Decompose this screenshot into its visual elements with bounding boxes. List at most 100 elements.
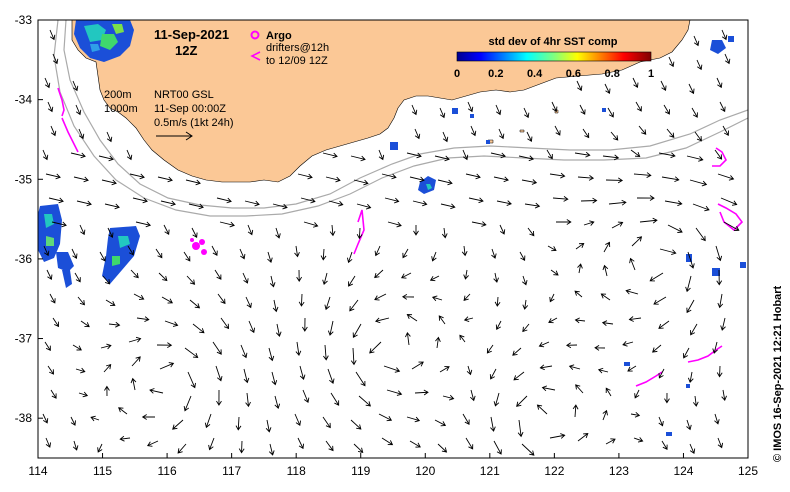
current-vector xyxy=(52,317,60,328)
current-vector xyxy=(493,440,502,455)
current-vector xyxy=(97,443,103,453)
current-vector xyxy=(574,290,583,298)
current-vector xyxy=(214,269,222,280)
current-vector xyxy=(128,336,142,343)
current-vector xyxy=(431,251,437,262)
current-vector xyxy=(52,53,59,65)
current-vector xyxy=(272,203,288,210)
current-vector xyxy=(664,392,670,404)
current-vector xyxy=(688,83,695,95)
current-vector xyxy=(686,155,704,162)
current-vector xyxy=(235,416,242,431)
current-vector xyxy=(495,104,502,116)
current-vector xyxy=(552,196,569,202)
current-vector xyxy=(269,275,276,288)
current-vector xyxy=(172,419,184,430)
current-vector xyxy=(434,155,450,162)
current-vector xyxy=(42,413,49,424)
drifters-label-1: drifters@12h xyxy=(266,42,329,54)
current-vector xyxy=(663,104,670,115)
current-vector xyxy=(296,269,303,282)
current-vector xyxy=(692,395,699,407)
current-vector xyxy=(189,299,201,309)
current-vector xyxy=(580,197,598,204)
credit: © IMOS 16-Sep-2021 12:21 Hobart xyxy=(772,285,784,462)
x-tick-label: 118 xyxy=(287,464,306,478)
current-vector xyxy=(583,220,595,226)
current-vector xyxy=(633,437,644,443)
current-vector xyxy=(406,152,422,159)
current-vector xyxy=(721,29,728,41)
current-vector xyxy=(652,344,662,353)
current-vector xyxy=(522,323,530,333)
current-vector xyxy=(402,248,409,259)
current-vector xyxy=(602,409,608,421)
current-vector xyxy=(72,440,79,451)
x-tick-label: 123 xyxy=(609,464,629,478)
colorbar-tick-label: 0 xyxy=(454,68,460,80)
current-vector xyxy=(524,202,541,209)
current-vector xyxy=(130,269,139,279)
current-vector xyxy=(44,341,51,352)
current-vector xyxy=(495,320,502,331)
current-vector xyxy=(517,419,524,438)
current-vector xyxy=(133,293,145,300)
current-vector xyxy=(635,101,642,112)
current-vector xyxy=(43,245,50,257)
current-vector xyxy=(72,344,82,351)
current-vector xyxy=(409,176,425,183)
current-vector xyxy=(413,224,419,236)
current-vector xyxy=(327,368,335,384)
current-vector xyxy=(463,316,474,322)
colorbar-tick-label: 0.6 xyxy=(566,68,581,80)
current-vector xyxy=(541,385,556,392)
current-vector xyxy=(78,128,85,140)
current-vector xyxy=(574,151,591,158)
current-vector xyxy=(50,125,57,137)
current-vector xyxy=(245,392,251,408)
current-vector xyxy=(216,197,232,204)
current-vector xyxy=(463,269,469,280)
current-vector xyxy=(658,368,665,379)
current-vector xyxy=(216,389,222,406)
current-vector xyxy=(238,440,245,454)
current-vector xyxy=(103,363,112,373)
current-vector xyxy=(185,179,201,186)
current-vector xyxy=(437,179,453,186)
current-vector xyxy=(685,275,692,293)
current-vector xyxy=(686,299,695,314)
current-vector xyxy=(608,199,627,206)
current-vector xyxy=(72,80,79,92)
current-vector xyxy=(90,415,100,422)
current-vector xyxy=(667,224,683,233)
current-vector xyxy=(629,257,636,271)
current-vector xyxy=(211,245,218,257)
current-vector xyxy=(603,241,611,253)
current-vector xyxy=(74,272,81,283)
current-vector xyxy=(601,320,614,326)
current-vector xyxy=(208,437,215,451)
current-vector xyxy=(633,172,652,178)
current-vectors xyxy=(42,29,740,456)
current-vector xyxy=(104,203,120,210)
colorbar-tick-label: 0.2 xyxy=(488,68,503,80)
current-vector xyxy=(521,179,538,185)
current-vector xyxy=(350,419,362,430)
current-vector xyxy=(369,341,382,354)
current-vector xyxy=(383,365,401,373)
current-vector xyxy=(712,341,718,354)
current-vector xyxy=(132,197,148,204)
current-vector xyxy=(600,293,611,301)
current-vector xyxy=(350,155,366,162)
current-vector xyxy=(268,443,275,456)
current-vector xyxy=(106,131,113,143)
current-vector xyxy=(217,293,226,305)
current-vector xyxy=(149,388,164,394)
current-vector xyxy=(466,365,473,376)
current-vector xyxy=(440,203,456,210)
current-vector xyxy=(244,200,260,207)
current-vector xyxy=(322,152,338,159)
current-vector xyxy=(610,131,619,141)
current-vector xyxy=(467,101,474,113)
current-vector xyxy=(714,149,723,160)
